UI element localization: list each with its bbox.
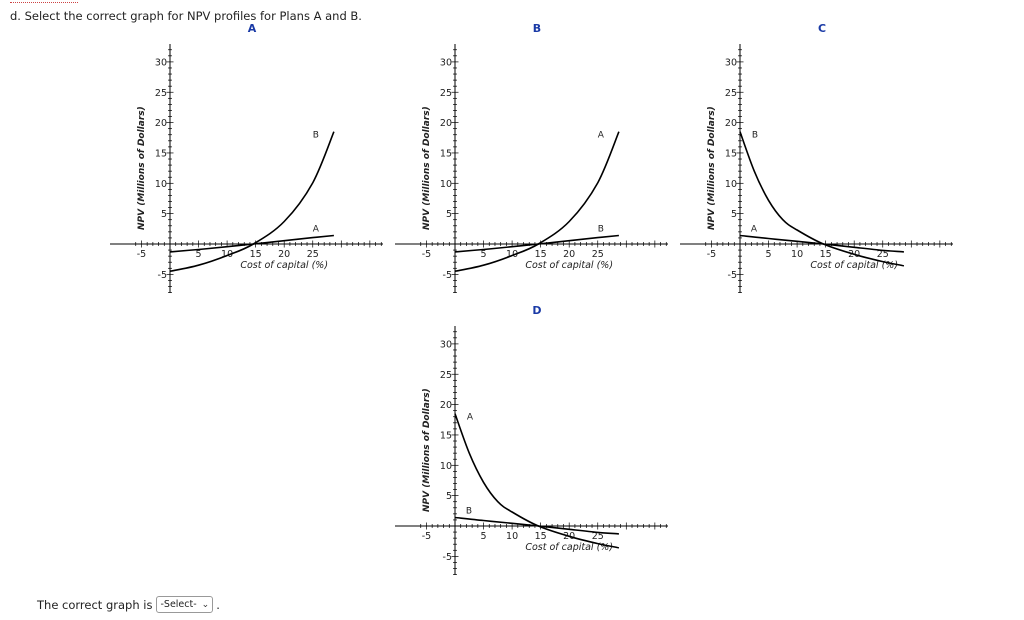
panel-title-d: D (532, 304, 541, 317)
curve-b (454, 234, 619, 253)
y-tick-label: 25 (440, 88, 452, 99)
x-tick-label: 25 (592, 249, 604, 260)
y-tick-label: 20 (440, 118, 452, 129)
series-label-a: A (598, 131, 605, 141)
series-label-b: B (466, 507, 472, 517)
chart-panel-b: B -5 5 10 15 20 25 -5 5 10 15 20 25 30 NPV (Millions o… (395, 22, 668, 293)
x-tick-label: 10 (791, 249, 803, 260)
series-label-b: B (598, 225, 604, 235)
y-tick-label: 20 (725, 118, 737, 129)
panel-title-b: B (533, 22, 541, 35)
y-tick-label: 20 (440, 400, 452, 411)
x-tick-label: 15 (535, 531, 547, 542)
y-tick-label: 25 (725, 88, 737, 99)
curve-b (739, 131, 905, 267)
x-axis-label: Cost of capital (%) (810, 260, 898, 271)
x-tick-label: 5 (766, 249, 772, 260)
y-tick-label: 5 (446, 491, 452, 502)
y-tick-label: 15 (440, 430, 452, 441)
y-tick-label: 20 (155, 118, 167, 129)
curve-b (454, 516, 619, 535)
curve-a (739, 234, 904, 253)
y-tick-label: 30 (440, 57, 452, 68)
x-tick-label: 20 (278, 249, 290, 260)
y-tick-label: 15 (440, 148, 452, 159)
y-tick-label: 5 (161, 209, 167, 220)
y-tick-label: 10 (725, 179, 737, 190)
x-tick-label: -5 (422, 249, 431, 260)
panel-title-a: A (248, 22, 257, 35)
panel-title-c: C (818, 22, 826, 35)
x-tick-label: 5 (196, 249, 202, 260)
y-tick-label: -5 (728, 270, 737, 281)
y-tick-label: -5 (443, 552, 452, 563)
series-label-a: A (467, 413, 474, 423)
answer-row: The correct graph is -Select- ⌄ . (37, 596, 220, 613)
x-tick-label: -5 (707, 249, 716, 260)
y-tick-label: 30 (725, 57, 737, 68)
y-tick-label: 10 (440, 179, 452, 190)
answer-prefix: The correct graph is (37, 597, 153, 612)
curve-a (454, 413, 620, 549)
y-tick-label: 10 (155, 179, 167, 190)
question-text: d. Select the correct graph for NPV prof… (10, 9, 362, 23)
y-tick-label: 5 (446, 209, 452, 220)
y-tick-label: 25 (155, 88, 167, 99)
answer-suffix: . (216, 597, 220, 612)
x-tick-label: 10 (506, 531, 518, 542)
x-tick-label: -5 (137, 249, 146, 260)
x-tick-label: 25 (307, 249, 319, 260)
y-tick-label: -5 (443, 270, 452, 281)
x-tick-label: 5 (481, 249, 487, 260)
y-tick-label: 30 (155, 57, 167, 68)
top-dotted-rule (10, 2, 78, 3)
x-axis-label: Cost of capital (%) (525, 260, 613, 271)
chevron-down-icon: ⌄ (201, 599, 210, 610)
series-label-a: A (313, 225, 320, 235)
y-axis-label: NPV (Millions of Dollars) (707, 106, 717, 230)
y-axis-label: NPV (Millions of Dollars) (422, 106, 432, 230)
y-tick-label: 15 (155, 148, 167, 159)
x-tick-label: 25 (592, 531, 604, 542)
y-axis-label: NPV (Millions of Dollars) (422, 388, 432, 512)
y-tick-label: 5 (731, 209, 737, 220)
series-label-b: B (313, 131, 319, 141)
x-tick-label: 10 (221, 249, 233, 260)
series-label-b: B (752, 131, 758, 141)
curve-a (169, 234, 334, 253)
x-axis-label: Cost of capital (%) (525, 542, 613, 553)
x-tick-label: 15 (820, 249, 832, 260)
x-tick-label: 20 (563, 249, 575, 260)
y-tick-label: -5 (158, 270, 167, 281)
x-tick-label: 10 (506, 249, 518, 260)
y-tick-label: 15 (725, 148, 737, 159)
y-tick-label: 25 (440, 370, 452, 381)
y-tick-label: 10 (440, 461, 452, 472)
x-tick-label: 15 (250, 249, 262, 260)
series-label-a: A (751, 225, 758, 235)
graph-select[interactable]: -Select- ⌄ (156, 596, 214, 613)
x-tick-label: 5 (481, 531, 487, 542)
x-tick-label: -5 (422, 531, 431, 542)
y-axis-label: NPV (Millions of Dollars) (137, 106, 147, 230)
chart-panel-a: A -5 5 10 15 20 25 -5 5 10 15 20 25 30 NPV (Millions o… (110, 22, 383, 293)
x-tick-label: 25 (877, 249, 889, 260)
x-tick-label: 15 (535, 249, 547, 260)
y-tick-label: 30 (440, 339, 452, 350)
graph-select-value: -Select- (160, 599, 197, 610)
x-axis-label: Cost of capital (%) (240, 260, 328, 271)
